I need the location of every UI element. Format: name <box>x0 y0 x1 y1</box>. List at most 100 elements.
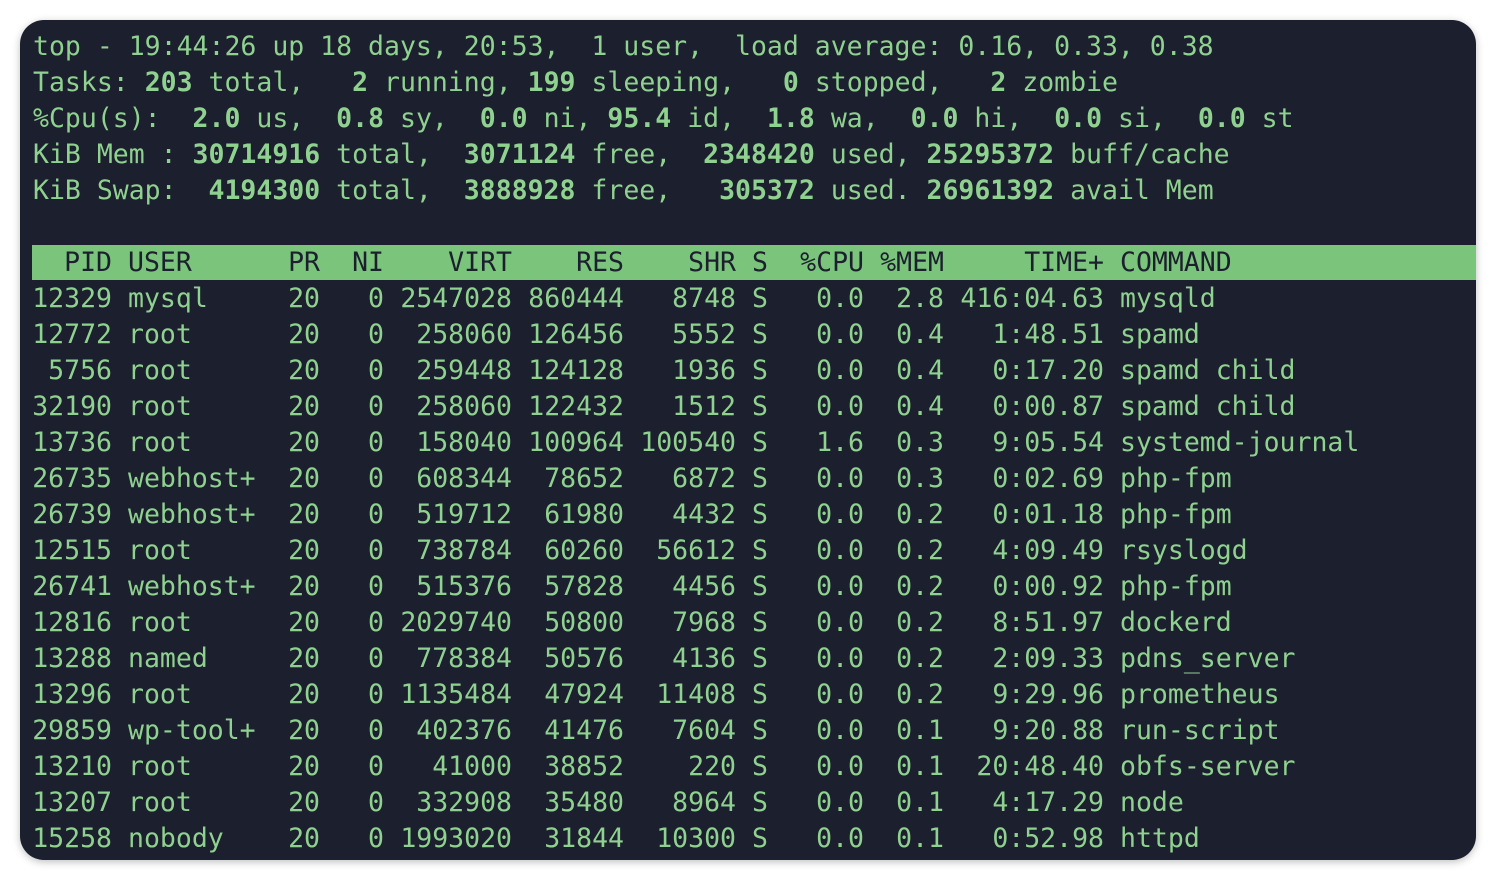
table-cell: 2:09.33 <box>992 643 1104 674</box>
table-cell: S <box>752 319 768 350</box>
table-cell: 13736 <box>32 427 112 458</box>
table-cell: 0 <box>368 787 384 818</box>
summary-text: KiB Mem : <box>33 139 193 170</box>
table-cell: 158040 <box>416 427 512 458</box>
table-cell: spamd child <box>1120 355 1296 386</box>
table-cell: dockerd <box>1120 607 1232 638</box>
table-cell: 20 <box>288 463 320 494</box>
table-cell: 0 <box>368 679 384 710</box>
summary-text: Tasks: <box>33 67 145 98</box>
table-cell: nobody <box>128 823 224 854</box>
table-cell: 8:51.97 <box>992 607 1104 638</box>
summary-value: 199 <box>527 67 576 98</box>
summary-text: ni, <box>527 103 608 134</box>
column-header: %CPU <box>800 247 864 278</box>
table-cell: 0 <box>368 499 384 530</box>
table-cell: 20 <box>288 751 320 782</box>
table-cell: 47924 <box>544 679 624 710</box>
table-cell: 8964 <box>672 787 736 818</box>
column-header: PR <box>288 247 320 278</box>
table-cell: 4:09.49 <box>992 535 1104 566</box>
table-cell: 1135484 <box>400 679 512 710</box>
table-cell: 20 <box>288 823 320 854</box>
table-cell: 6872 <box>672 463 736 494</box>
column-header: COMMAND <box>1120 247 1232 278</box>
table-cell: 0 <box>368 643 384 674</box>
summary-text: total, <box>320 175 464 206</box>
table-cell: 20 <box>288 499 320 530</box>
table-cell: 9:20.88 <box>992 715 1104 746</box>
table-cell: 60260 <box>544 535 624 566</box>
table-cell: mysqld <box>1120 283 1216 314</box>
table-cell: 0:52.98 <box>992 823 1104 854</box>
table-cell: 0 <box>368 571 384 602</box>
table-cell: php-fpm <box>1120 571 1232 602</box>
summary-text: sleeping, <box>575 67 783 98</box>
summary-text: free, <box>575 175 720 206</box>
table-cell: 0 <box>368 823 384 854</box>
table-cell: pdns_server <box>1120 643 1296 674</box>
summary-line: top - 19:44:26 up 18 days, 20:53, 1 user… <box>33 29 1214 65</box>
table-cell: root <box>128 391 192 422</box>
summary-text: free, <box>575 139 704 170</box>
table-cell: 0 <box>368 355 384 386</box>
table-cell: 1:48.51 <box>992 319 1104 350</box>
table-cell: 1993020 <box>400 823 512 854</box>
table-cell: run-script <box>1120 715 1280 746</box>
summary-value: 0.0 <box>1054 103 1103 134</box>
summary-value: 0.0 <box>479 103 528 134</box>
table-cell: 608344 <box>416 463 512 494</box>
table-cell: 0 <box>368 715 384 746</box>
table-cell: 0.2 <box>896 535 944 566</box>
summary-value: 3888928 <box>463 175 576 206</box>
table-cell: 7604 <box>672 715 736 746</box>
summary-line: Tasks: 203 total, 2 running, 199 sleepin… <box>33 65 1118 101</box>
table-cell: 0.0 <box>816 679 864 710</box>
table-cell: 416:04.63 <box>960 283 1104 314</box>
table-cell: php-fpm <box>1120 499 1232 530</box>
column-header: S <box>752 247 768 278</box>
table-cell: root <box>128 607 192 638</box>
table-cell: 20 <box>288 427 320 458</box>
table-cell: S <box>752 535 768 566</box>
table-cell: 12816 <box>32 607 112 638</box>
table-cell: 0.4 <box>896 391 944 422</box>
summary-text: used, <box>814 139 927 170</box>
column-header: USER <box>128 247 192 278</box>
table-cell: 61980 <box>544 499 624 530</box>
summary-value: 25295372 <box>926 139 1055 170</box>
table-cell: httpd <box>1120 823 1200 854</box>
table-cell: 0.0 <box>816 391 864 422</box>
table-cell: S <box>752 463 768 494</box>
table-cell: 100540 <box>640 427 736 458</box>
table-cell: 1936 <box>672 355 736 386</box>
summary-text: avail Mem <box>1054 175 1214 206</box>
summary-line: KiB Mem : 30714916 total, 3071124 free, … <box>33 137 1230 173</box>
table-cell: 12515 <box>32 535 112 566</box>
summary-value: 26961392 <box>926 175 1055 206</box>
table-cell: root <box>128 751 192 782</box>
table-cell: 38852 <box>544 751 624 782</box>
table-cell: 0:17.20 <box>992 355 1104 386</box>
table-cell: 20 <box>288 571 320 602</box>
table-cell: 258060 <box>416 319 512 350</box>
table-cell: 0.2 <box>896 679 944 710</box>
table-cell: 0.2 <box>896 607 944 638</box>
table-cell: S <box>752 499 768 530</box>
table-cell: 0:00.87 <box>992 391 1104 422</box>
table-cell: 0.1 <box>896 787 944 818</box>
table-cell: 13210 <box>32 751 112 782</box>
summary-text: wa, <box>814 103 911 134</box>
table-cell: root <box>128 787 192 818</box>
table-cell: 8748 <box>672 283 736 314</box>
table-cell: 0 <box>368 427 384 458</box>
summary-text: %Cpu(s): <box>33 103 193 134</box>
table-cell: S <box>752 751 768 782</box>
table-cell: 519712 <box>416 499 512 530</box>
table-cell: S <box>752 607 768 638</box>
table-cell: 0.0 <box>816 283 864 314</box>
table-cell: 0.0 <box>816 499 864 530</box>
summary-line: %Cpu(s): 2.0 us, 0.8 sy, 0.0 ni, 95.4 id… <box>33 101 1294 137</box>
summary-text: hi, <box>958 103 1055 134</box>
summary-text: st <box>1245 103 1294 134</box>
